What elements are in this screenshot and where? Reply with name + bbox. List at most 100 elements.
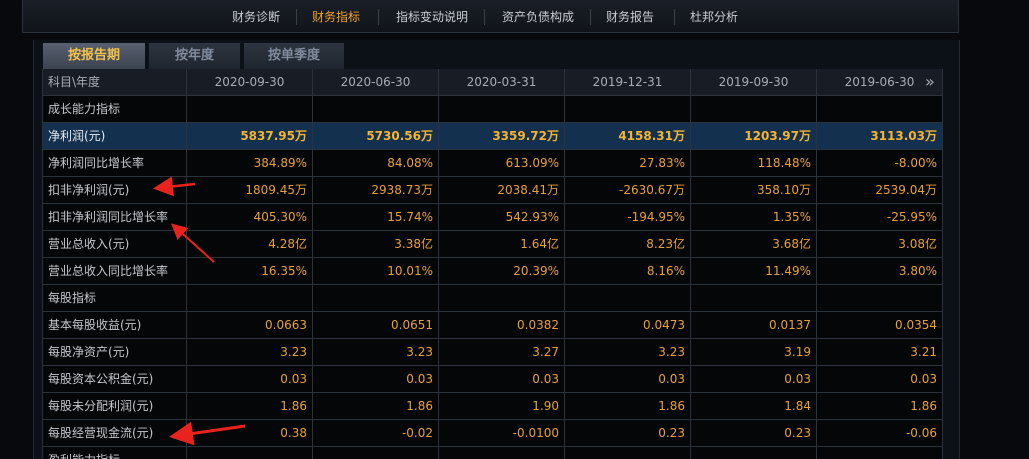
value-cell: 0.0137 bbox=[691, 312, 817, 339]
value-cell: 3.23 bbox=[565, 339, 691, 366]
empty-cell bbox=[313, 447, 439, 459]
value-cell: 2938.73万 bbox=[313, 177, 439, 204]
nav-tab[interactable]: 指标变动说明 bbox=[395, 10, 468, 24]
value-cell: 0.38 bbox=[187, 420, 313, 447]
value-cell: 0.03 bbox=[187, 366, 313, 393]
value-cell: 1.86 bbox=[565, 393, 691, 420]
value-cell: 1.86 bbox=[187, 393, 313, 420]
value-cell: 3.08亿 bbox=[817, 231, 943, 258]
value-cell: 4.28亿 bbox=[187, 231, 313, 258]
value-cell: 1.86 bbox=[313, 393, 439, 420]
nav-separator bbox=[674, 9, 675, 25]
row-label: 每股净资产(元) bbox=[42, 339, 187, 366]
value-cell: 3113.03万 bbox=[817, 123, 943, 150]
empty-cell bbox=[691, 96, 817, 123]
header-cell: 2019-09-30 bbox=[691, 69, 817, 96]
value-cell: 1203.97万 bbox=[691, 123, 817, 150]
value-cell: 3.21 bbox=[817, 339, 943, 366]
nav-separator bbox=[378, 9, 379, 25]
value-cell: 0.03 bbox=[439, 366, 565, 393]
row-label: 盈利能力指标 bbox=[42, 447, 187, 459]
value-cell: 8.16% bbox=[565, 258, 691, 285]
value-cell: -0.02 bbox=[313, 420, 439, 447]
value-cell: 1.64亿 bbox=[439, 231, 565, 258]
header-cell: 2020-09-30 bbox=[187, 69, 313, 96]
value-cell: 0.03 bbox=[817, 366, 943, 393]
sub-tab[interactable]: 按报告期 bbox=[43, 43, 145, 69]
empty-cell bbox=[817, 447, 943, 459]
empty-cell bbox=[313, 285, 439, 312]
value-cell: 0.0473 bbox=[565, 312, 691, 339]
value-cell: -25.95% bbox=[817, 204, 943, 231]
sub-tab[interactable]: 按年度 bbox=[149, 43, 240, 69]
nav-separator bbox=[590, 9, 591, 25]
value-cell: 3359.72万 bbox=[439, 123, 565, 150]
nav-tab[interactable]: 资产负债构成 bbox=[501, 10, 574, 24]
row-label: 营业总收入(元) bbox=[42, 231, 187, 258]
value-cell: 2539.04万 bbox=[817, 177, 943, 204]
value-cell: -0.0100 bbox=[439, 420, 565, 447]
value-cell: 0.0651 bbox=[313, 312, 439, 339]
nav-tab[interactable]: 杜邦分析 bbox=[689, 10, 738, 24]
value-cell: 4158.31万 bbox=[565, 123, 691, 150]
value-cell: 5837.95万 bbox=[187, 123, 313, 150]
value-cell: 0.0663 bbox=[187, 312, 313, 339]
empty-cell bbox=[691, 285, 817, 312]
value-cell: 358.10万 bbox=[691, 177, 817, 204]
value-cell: 11.49% bbox=[691, 258, 817, 285]
row-label: 营业总收入同比增长率 bbox=[42, 258, 187, 285]
empty-cell bbox=[565, 285, 691, 312]
value-cell: 5730.56万 bbox=[313, 123, 439, 150]
nav-separator bbox=[296, 9, 297, 25]
value-cell: 3.80% bbox=[817, 258, 943, 285]
empty-cell bbox=[187, 96, 313, 123]
nav-tab[interactable]: 财务诊断 bbox=[231, 10, 280, 24]
empty-cell bbox=[313, 96, 439, 123]
row-label: 基本每股收益(元) bbox=[42, 312, 187, 339]
value-cell: 3.27 bbox=[439, 339, 565, 366]
value-cell: 3.23 bbox=[313, 339, 439, 366]
header-cell: 2019-06-30 bbox=[817, 69, 943, 96]
more-button[interactable]: » bbox=[925, 72, 935, 91]
value-cell: 2038.41万 bbox=[439, 177, 565, 204]
row-label: 成长能力指标 bbox=[42, 96, 187, 123]
value-cell: 1809.45万 bbox=[187, 177, 313, 204]
value-cell: 118.48% bbox=[691, 150, 817, 177]
value-cell: 3.23 bbox=[187, 339, 313, 366]
value-cell: 3.38亿 bbox=[313, 231, 439, 258]
value-cell: 1.84 bbox=[691, 393, 817, 420]
value-cell: 384.89% bbox=[187, 150, 313, 177]
value-cell: 15.74% bbox=[313, 204, 439, 231]
empty-cell bbox=[439, 447, 565, 459]
value-cell: 613.09% bbox=[439, 150, 565, 177]
row-label: 净利润(元) bbox=[42, 123, 187, 150]
value-cell: 3.68亿 bbox=[691, 231, 817, 258]
nav-bar bbox=[22, 0, 959, 33]
empty-cell bbox=[691, 447, 817, 459]
row-label: 净利润同比增长率 bbox=[42, 150, 187, 177]
value-cell: 1.86 bbox=[817, 393, 943, 420]
value-cell: 0.0382 bbox=[439, 312, 565, 339]
nav-tab[interactable]: 财务指标 bbox=[311, 10, 360, 24]
value-cell: 8.23亿 bbox=[565, 231, 691, 258]
row-label: 每股指标 bbox=[42, 285, 187, 312]
empty-cell bbox=[817, 285, 943, 312]
value-cell: 20.39% bbox=[439, 258, 565, 285]
row-label: 扣非净利润同比增长率 bbox=[42, 204, 187, 231]
value-cell: 0.03 bbox=[313, 366, 439, 393]
header-cell: 2020-06-30 bbox=[313, 69, 439, 96]
value-cell: 27.83% bbox=[565, 150, 691, 177]
empty-cell bbox=[187, 285, 313, 312]
value-cell: 16.35% bbox=[187, 258, 313, 285]
sub-tab[interactable]: 按单季度 bbox=[244, 43, 344, 69]
empty-cell bbox=[565, 447, 691, 459]
row-label: 扣非净利润(元) bbox=[42, 177, 187, 204]
value-cell: 10.01% bbox=[313, 258, 439, 285]
empty-cell bbox=[817, 96, 943, 123]
nav-tab[interactable]: 财务报告 bbox=[605, 10, 654, 24]
value-cell: 0.23 bbox=[565, 420, 691, 447]
row-label: 每股资本公积金(元) bbox=[42, 366, 187, 393]
value-cell: 0.03 bbox=[691, 366, 817, 393]
empty-cell bbox=[439, 285, 565, 312]
